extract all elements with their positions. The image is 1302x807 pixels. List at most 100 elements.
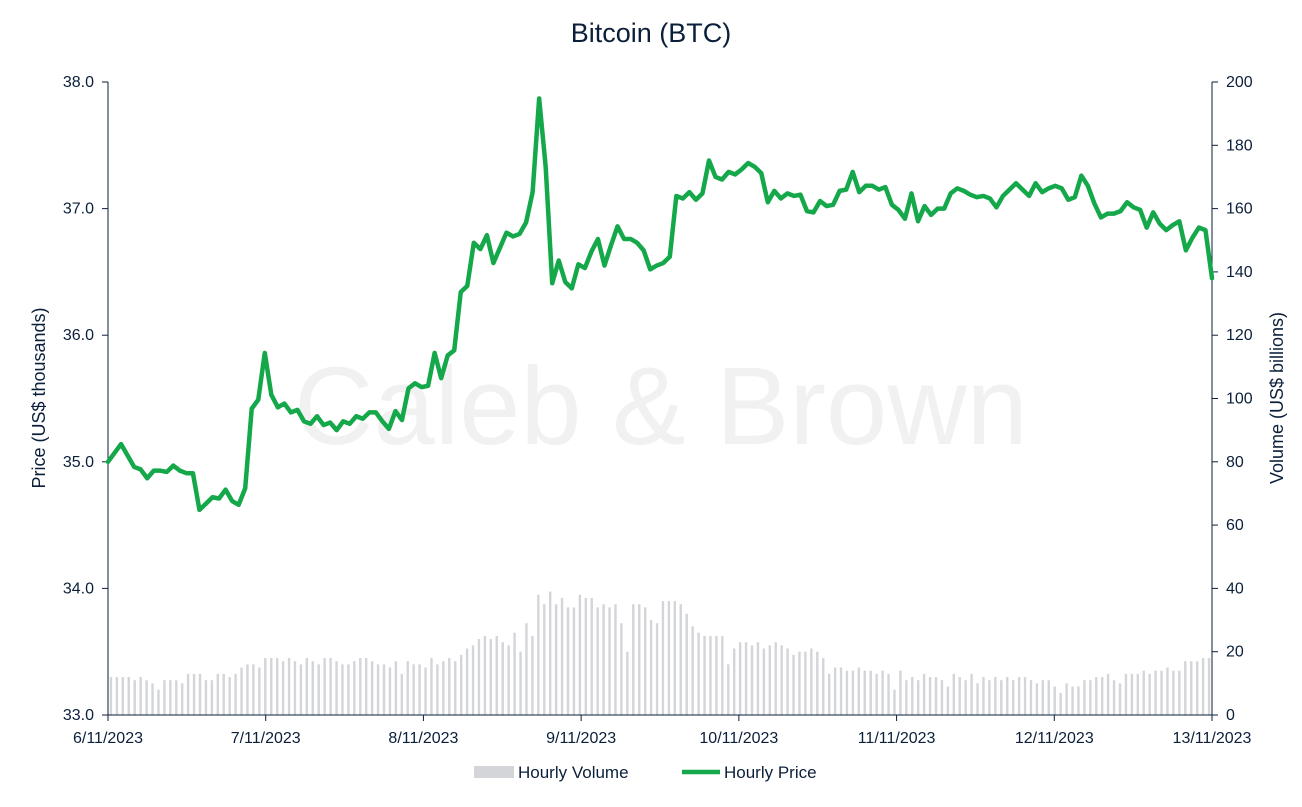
x-tick-label: 6/11/2023	[73, 730, 143, 747]
volume-bar	[839, 667, 843, 715]
volume-bar	[667, 601, 671, 715]
volume-bar	[186, 673, 190, 715]
volume-bar	[721, 635, 724, 716]
volume-bar	[323, 658, 326, 715]
volume-bar	[786, 648, 789, 715]
volume-bar	[643, 607, 647, 715]
volume-bar	[1184, 661, 1187, 715]
volume-bar	[661, 601, 665, 715]
volume-bar	[1148, 673, 1151, 715]
volume-bar	[1112, 680, 1116, 715]
volume-bar	[163, 680, 166, 715]
volume-bar	[133, 680, 136, 715]
volume-bar	[1095, 677, 1098, 715]
volume-bar	[109, 677, 113, 715]
volume-bar	[293, 661, 297, 715]
volume-bar	[1065, 683, 1068, 715]
volume-bar	[798, 651, 801, 715]
volume-bar	[519, 651, 522, 715]
volume-bar	[810, 648, 813, 715]
volume-bar	[679, 604, 682, 715]
volume-bar	[192, 673, 196, 715]
volume-bar	[964, 680, 967, 715]
volume-bar	[1160, 670, 1163, 715]
volume-bar	[1106, 673, 1110, 715]
volume-bar	[543, 604, 546, 715]
volume-bar	[157, 689, 160, 715]
legend-volume-swatch	[474, 766, 514, 778]
volume-bar	[608, 607, 611, 715]
price-line	[105, 96, 1215, 513]
volume-bar	[317, 664, 320, 715]
y2-tick-label: 200	[1226, 74, 1253, 91]
y2-tick-label: 180	[1226, 137, 1253, 154]
legend-price-label: Hourly Price	[724, 763, 817, 782]
volume-bar	[1053, 686, 1056, 715]
volume-bar	[697, 632, 700, 715]
volume-bar	[287, 658, 291, 715]
volume-bar	[252, 664, 255, 715]
volume-bar	[1136, 673, 1140, 715]
volume-bar	[982, 677, 985, 715]
volume-bar	[548, 591, 552, 715]
x-tick-label: 10/11/2023	[699, 730, 778, 747]
right-ticks: 0 20 40 60 80 100 120 140 160 180 200	[1212, 74, 1253, 724]
volume-bar	[305, 658, 309, 715]
volume-bar	[1089, 680, 1092, 715]
volume-bar	[418, 664, 421, 715]
volume-bar	[1047, 680, 1050, 715]
volume-bar	[822, 658, 825, 715]
volume-bar	[756, 642, 760, 715]
volume-bar	[715, 635, 718, 716]
volume-bar	[703, 635, 706, 716]
volume-bar	[400, 673, 404, 715]
volume-bar	[649, 620, 653, 715]
volume-bar	[448, 658, 451, 715]
volume-bar	[1000, 680, 1003, 715]
volume-bar	[1207, 658, 1211, 715]
volume-bar	[495, 635, 498, 716]
y2-tick-label: 60	[1226, 517, 1244, 534]
volume-bar	[584, 597, 588, 715]
y2-tick-label: 0	[1226, 707, 1235, 724]
y-tick-label: 33.0	[63, 707, 94, 724]
volume-bar	[1142, 670, 1145, 715]
x-ticks: 6/11/2023 7/11/2023 8/11/2023 9/11/2023 10/1…	[73, 715, 1252, 747]
volume-bar	[222, 673, 225, 715]
watermark: Caleb & Brown	[294, 345, 1028, 468]
volume-bar	[537, 594, 540, 715]
volume-bar	[465, 648, 469, 715]
volume-bar	[750, 645, 754, 715]
volume-bar	[976, 683, 979, 715]
volume-bar	[270, 658, 273, 715]
x-tick-label: 7/11/2023	[231, 730, 301, 747]
volume-bar	[632, 604, 635, 715]
y-axis-title: Price (US$ thousands)	[29, 307, 49, 488]
volume-bar	[198, 673, 202, 715]
volume-bar	[1059, 692, 1062, 715]
volume-bar	[934, 677, 938, 715]
volume-bar	[388, 667, 392, 715]
volume-bar	[922, 673, 926, 715]
volume-bar	[210, 680, 214, 715]
volume-bar	[442, 661, 445, 715]
x-tick-label: 13/11/2023	[1173, 730, 1252, 747]
volume-bar	[1100, 677, 1104, 715]
volume-bar	[744, 642, 748, 715]
volume-bar	[430, 658, 433, 715]
volume-bar	[264, 658, 267, 715]
volume-bar	[638, 604, 641, 715]
volume-bar	[1124, 673, 1128, 715]
volume-bar	[1201, 658, 1205, 715]
volume-bar	[899, 670, 902, 715]
volume-bar	[436, 664, 439, 715]
volume-bar	[483, 635, 487, 716]
volume-bar	[394, 661, 398, 715]
volume-bar	[412, 664, 415, 715]
volume-bar	[816, 651, 819, 715]
volume-bar	[531, 635, 534, 716]
volume-bar	[928, 677, 932, 715]
volume-bar	[893, 689, 896, 715]
